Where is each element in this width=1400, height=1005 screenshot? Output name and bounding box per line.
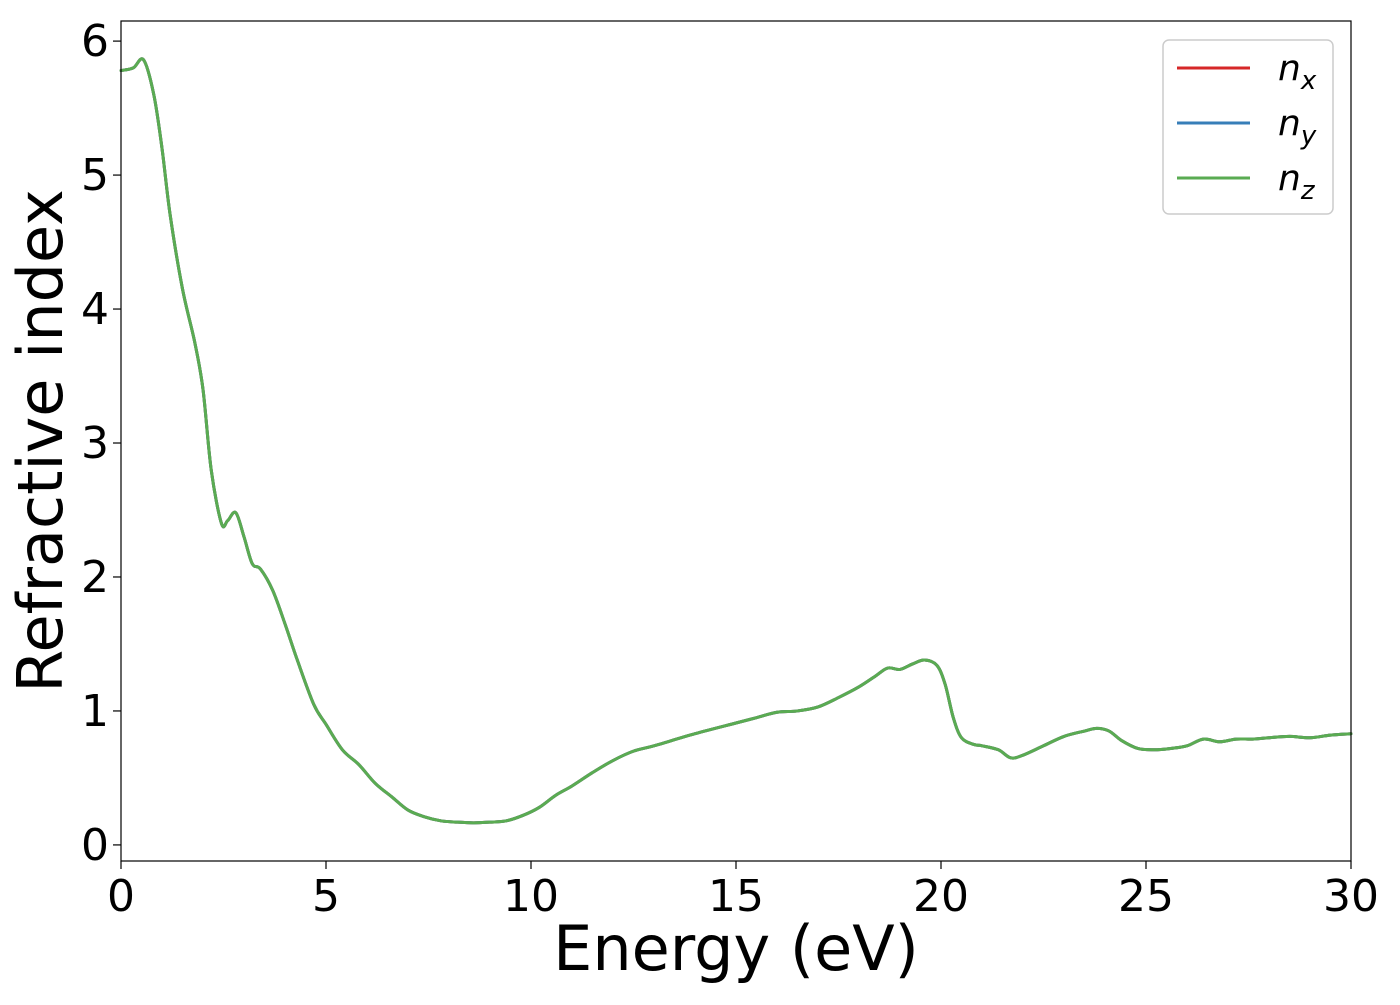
legend-label-main: n	[1278, 48, 1301, 89]
legend-label-main: n	[1278, 103, 1301, 144]
x-tick-label: 5	[312, 871, 340, 922]
x-tick-label: 30	[1323, 871, 1379, 922]
plot-area	[121, 21, 1351, 861]
y-tick-label: 1	[81, 686, 109, 737]
legend-label-nz: nz	[1278, 158, 1316, 206]
series-layer	[119, 57, 1353, 825]
y-axis-title: Refractive index	[4, 189, 77, 693]
legend-label-subscript: y	[1300, 121, 1317, 151]
y-tick-label: 3	[81, 418, 109, 469]
x-tick-label: 15	[708, 871, 764, 922]
legend-label-subscript: z	[1300, 176, 1316, 206]
x-tick-label: 20	[913, 871, 969, 922]
x-axis-title: Energy (eV)	[553, 912, 919, 985]
legend-label-subscript: x	[1300, 66, 1317, 96]
y-tick-label: 0	[81, 820, 109, 871]
tick-layer: 0 5 10 15 20 25 30 0 1 2 3 4 5 6	[81, 16, 1379, 922]
series-line-nz	[119, 57, 1353, 825]
y-tick-label: 4	[81, 284, 109, 335]
x-tick-label: 10	[503, 871, 559, 922]
x-tick-label: 25	[1118, 871, 1174, 922]
y-tick-label: 6	[81, 16, 109, 67]
x-tick-label: 0	[107, 871, 135, 922]
plot-frame	[120, 20, 1352, 862]
legend-label-nx: nx	[1278, 48, 1317, 96]
legend-label-ny: ny	[1278, 103, 1317, 151]
legend-box	[1162, 39, 1334, 215]
y-tick-label: 2	[81, 552, 109, 603]
legend-label-main: n	[1278, 158, 1301, 199]
y-tick-label: 5	[81, 150, 109, 201]
